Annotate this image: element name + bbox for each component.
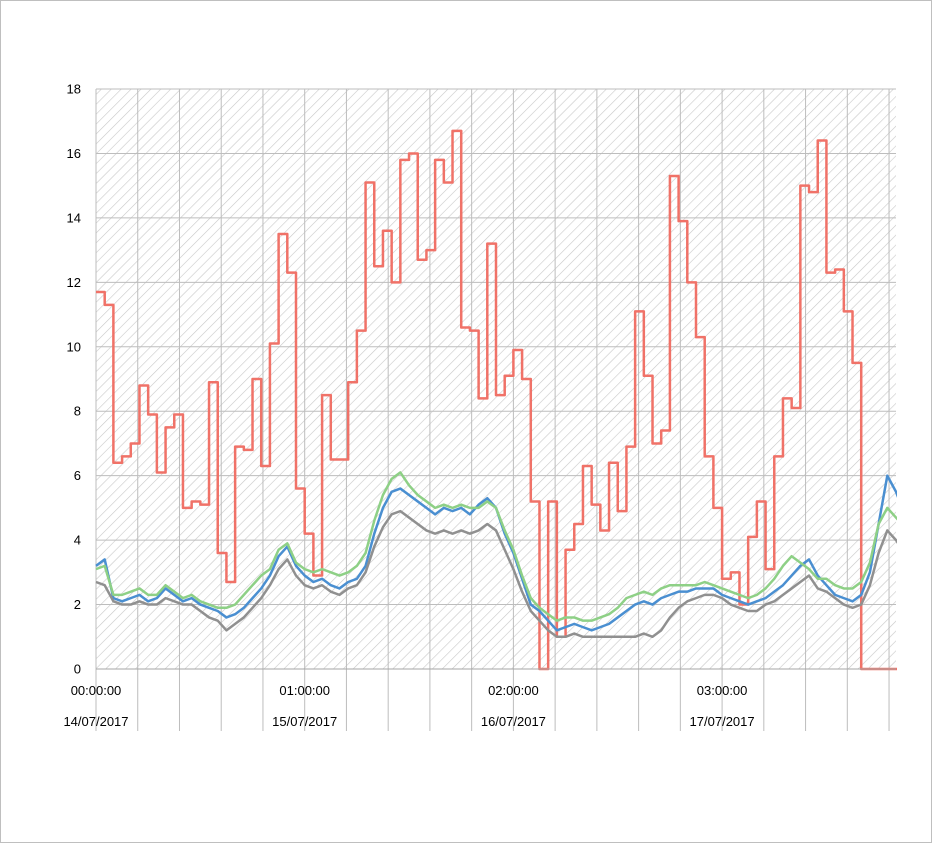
series-line-green	[95, 471, 897, 622]
y-tick-label: 12	[67, 275, 81, 290]
x-tick-date-label: 14/07/2017	[63, 714, 128, 729]
y-tick-label: 8	[74, 404, 81, 419]
x-tick-time-label: 02:00:00	[488, 683, 539, 698]
gridlines	[95, 88, 896, 731]
x-tick-date-label: 16/07/2017	[481, 714, 546, 729]
y-tick-label: 2	[74, 597, 81, 612]
y-tick-label: 0	[74, 662, 81, 677]
series-line-blue	[95, 474, 897, 632]
series-line-red	[96, 129, 897, 671]
x-tick-date-label: 17/07/2017	[690, 714, 755, 729]
y-tick-label: 18	[67, 82, 81, 97]
y-tick-label: 4	[74, 533, 81, 548]
axes: 0 2 4 6 8 10 12 14 16 18 00:00:00 14/07/2017 01:00:0…	[63, 82, 896, 729]
y-tick-label: 14	[67, 210, 81, 225]
y-tick-label: 16	[67, 146, 81, 161]
x-tick-date-label: 15/07/2017	[272, 714, 337, 729]
series-line-gray	[95, 509, 897, 639]
y-tick-label: 10	[67, 339, 81, 354]
x-tick-time-label: 03:00:00	[697, 683, 748, 698]
x-tick-time-label: 01:00:00	[279, 683, 330, 698]
y-tick-label: 6	[74, 468, 81, 483]
series-group	[95, 129, 897, 671]
x-tick-time-label: 00:00:00	[71, 683, 122, 698]
